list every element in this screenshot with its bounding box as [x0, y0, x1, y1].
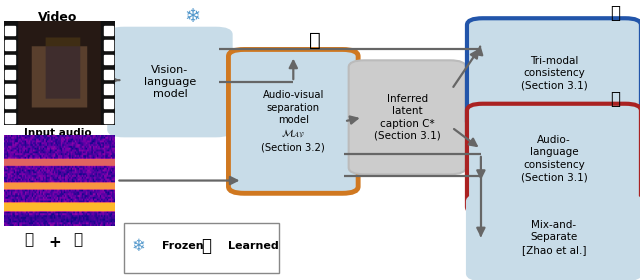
Text: +: + [48, 235, 61, 250]
FancyBboxPatch shape [228, 50, 358, 193]
Text: Vision-
language
model: Vision- language model [144, 65, 196, 99]
FancyBboxPatch shape [467, 104, 640, 214]
Text: Video: Video [38, 11, 77, 24]
Text: 🔥: 🔥 [309, 31, 321, 50]
Text: Learned: Learned [228, 241, 279, 251]
Text: Input audio
spectrogram: Input audio spectrogram [20, 128, 95, 150]
FancyBboxPatch shape [108, 28, 232, 136]
Text: ❄: ❄ [185, 7, 201, 26]
Text: 🎸: 🎸 [25, 232, 34, 247]
Text: Tri-modal
consistency
(Section 3.1): Tri-modal consistency (Section 3.1) [520, 56, 588, 91]
Text: 🔥: 🔥 [611, 4, 621, 22]
Text: 🔥: 🔥 [611, 90, 621, 108]
Text: 🎻: 🎻 [74, 232, 83, 247]
Text: ❄: ❄ [132, 237, 145, 255]
Text: Audio-
language
consistency
(Section 3.1): Audio- language consistency (Section 3.1… [520, 135, 588, 182]
Text: Inferred
latent
caption C*
(Section 3.1): Inferred latent caption C* (Section 3.1) [374, 94, 440, 141]
FancyBboxPatch shape [349, 60, 466, 174]
FancyBboxPatch shape [124, 223, 279, 273]
Text: 🔥: 🔥 [202, 237, 211, 255]
Text: Audio-visual
separation
model
$\mathcal{M}_{\mathcal{AV}}$
(Section 3.2): Audio-visual separation model $\mathcal{… [261, 90, 325, 153]
FancyBboxPatch shape [467, 18, 640, 128]
Text: Frozen: Frozen [162, 241, 204, 251]
FancyBboxPatch shape [467, 195, 640, 280]
Text: Mix-and-
Separate
[Zhao et al.]: Mix-and- Separate [Zhao et al.] [522, 220, 586, 255]
